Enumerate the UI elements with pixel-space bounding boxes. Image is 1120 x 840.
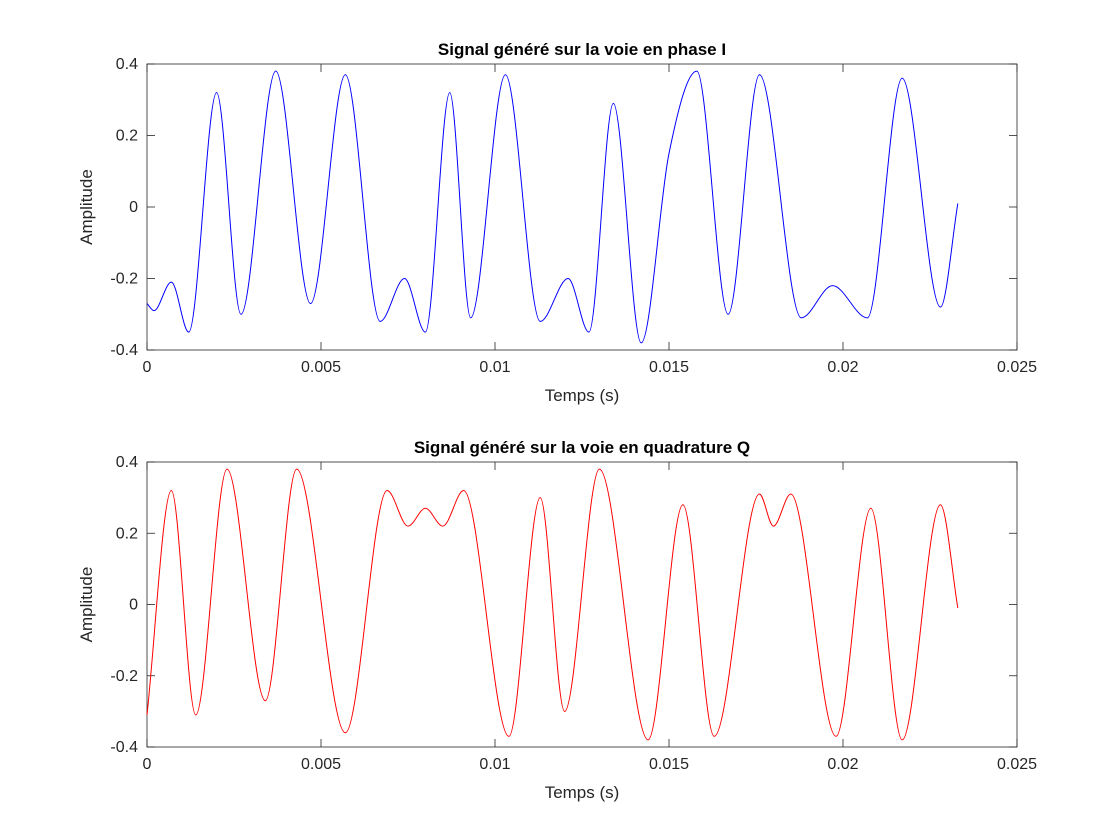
y-tick-label: -0.2 xyxy=(110,271,138,288)
x-axis-label: Temps (s) xyxy=(545,783,620,802)
plot-in-phase-i: Signal généré sur la voie en phase I 0 0.0… xyxy=(77,40,1037,405)
series-line-0 xyxy=(146,70,959,344)
chart-title: Signal généré sur la voie en phase I xyxy=(438,40,726,59)
x-tick-label: 0.01 xyxy=(479,359,510,376)
y-tick-label: -0.2 xyxy=(110,668,138,685)
x-tick-label: 0 xyxy=(143,359,152,376)
y-tick-label: 0.2 xyxy=(116,525,138,542)
y-tick-label: 0 xyxy=(129,199,138,216)
y-tick-label: 0.2 xyxy=(116,128,138,145)
x-axis-label: Temps (s) xyxy=(545,386,620,405)
x-tick-label: 0.01 xyxy=(479,756,510,773)
chart-title: Signal généré sur la voie en quadrature … xyxy=(414,438,750,457)
x-tick-label: 0.015 xyxy=(649,756,689,773)
y-axis-label: Amplitude xyxy=(77,567,96,643)
y-tick-label: 0.4 xyxy=(116,56,138,73)
y-tick-label: 0.4 xyxy=(116,454,138,471)
x-tick-label: 0.02 xyxy=(827,756,858,773)
axes-box xyxy=(146,63,1018,351)
x-tick-label: 0.025 xyxy=(997,756,1037,773)
y-axis-label: Amplitude xyxy=(77,169,96,245)
x-tick-label: 0.005 xyxy=(301,359,341,376)
x-tick-label: 0 xyxy=(143,756,152,773)
x-tick-label: 0.02 xyxy=(827,359,858,376)
y-tick-label: 0 xyxy=(129,597,138,614)
y-tick-label: -0.4 xyxy=(110,342,138,359)
y-tick-label: -0.4 xyxy=(110,739,138,756)
plot-quadrature-q: Signal généré sur la voie en quadrature … xyxy=(77,438,1037,802)
x-tick-label: 0.025 xyxy=(997,359,1037,376)
axes-box xyxy=(146,461,1018,748)
x-tick-label: 0.005 xyxy=(301,756,341,773)
x-tick-label: 0.015 xyxy=(649,359,689,376)
series-line-0 xyxy=(146,468,959,741)
